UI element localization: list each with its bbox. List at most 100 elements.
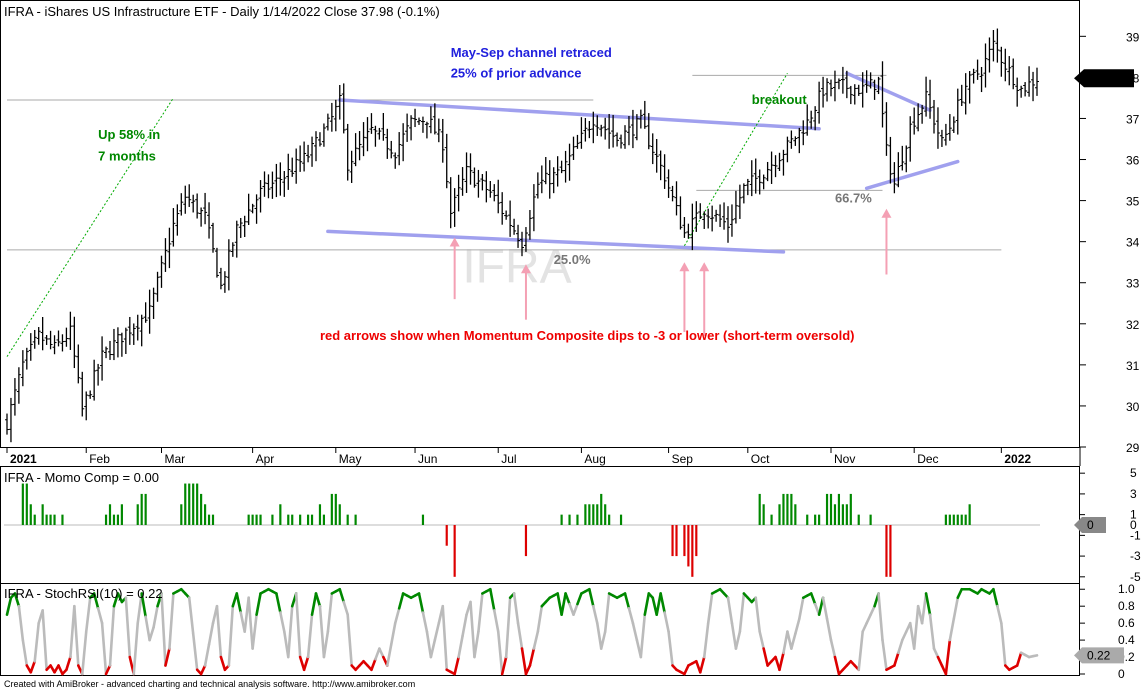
momo-bar [889, 525, 892, 577]
footer-credit: Created with AmiBroker - advanced charti… [4, 679, 415, 689]
stochrsi-line-segment [588, 587, 595, 608]
stochrsi-line-segment [108, 604, 116, 667]
projection-trendline [6, 97, 174, 357]
stochrsi-line-segment [207, 621, 215, 646]
stochrsi-panel-frame [0, 583, 1080, 676]
momo-bar [200, 493, 203, 525]
stochrsi-line-segment [794, 617, 801, 636]
stochrsi-line-segment [809, 592, 817, 606]
stochrsi-last-value-box [1074, 647, 1124, 664]
momo-bar [790, 493, 793, 525]
momo-bar [251, 514, 254, 525]
stochrsi-line-segment [599, 630, 607, 650]
momo-bar [21, 483, 24, 525]
annotation-text: red arrows show when Momentum Composite … [320, 328, 855, 343]
momo-bar [948, 514, 951, 525]
momo-bar [112, 514, 116, 525]
stochrsi-line-segment [734, 630, 742, 650]
stochrsi-line-segment [778, 651, 785, 672]
stochrsi-line-segment [144, 615, 151, 642]
momo-bar [207, 514, 211, 525]
month-tick-label: Mar [165, 452, 186, 466]
price-axis-tick-label: 29 [1126, 441, 1140, 455]
stochrsi-last-value-label: 0.22 [1087, 648, 1111, 662]
month-tick-label: Dec [917, 452, 938, 466]
momo-bar [695, 525, 698, 557]
momo-bar [306, 514, 310, 525]
stochrsi-line-segment [1000, 621, 1007, 667]
stochrsi-line-segment [528, 647, 536, 667]
stochrsi-line-segment [132, 621, 140, 676]
month-tick-label: Oct [751, 452, 770, 466]
stochrsi-line-segment [116, 592, 124, 604]
momo-bar [33, 514, 36, 525]
annotation-text: 7 months [98, 148, 156, 163]
momo-bar [857, 514, 860, 525]
momo-bar [786, 493, 789, 525]
stochrsi-line-segment [782, 630, 789, 655]
price-axis-tick-label: 35 [1126, 195, 1140, 209]
annotation-text: Up 58% in [98, 127, 160, 142]
stochrsi-line-segment [952, 596, 960, 621]
stochrsi-line-segment [96, 607, 104, 625]
stochrsi-line-segment [429, 638, 437, 659]
stochrsi-line-segment [936, 655, 944, 667]
stochrsi-line-segment [500, 655, 508, 676]
stochrsi-line-segment [235, 592, 243, 614]
momo-bar [354, 514, 357, 525]
momo-bar [25, 483, 28, 525]
momo-bar [29, 504, 32, 525]
price-axis-tick-label: 36 [1126, 154, 1140, 168]
momo-bar [61, 514, 64, 525]
close-value-box [1074, 69, 1134, 88]
stochrsi-line-segment [1015, 651, 1023, 667]
stochrsi-panel-title: IFRA - StochRSI(10) = 0.22 [4, 586, 163, 601]
stochrsi-line-segment [227, 604, 235, 667]
channel-trendline [326, 229, 786, 254]
stochrsi-line-segment [477, 592, 484, 633]
momo-bar [604, 504, 607, 525]
month-tick-label: Aug [584, 452, 605, 466]
momo-bar [560, 514, 563, 525]
momo-bar [184, 483, 187, 525]
stochrsi-line-segment [659, 592, 666, 614]
momo-bar [108, 504, 112, 525]
momo-bar [584, 504, 587, 525]
momo-bar [338, 504, 341, 525]
momo-bar [144, 493, 147, 525]
momo-axis-tick-label: -5 [1130, 570, 1141, 584]
stochrsi-line-segment [29, 659, 37, 674]
stochrsi-line-segment [421, 611, 429, 633]
stochrsi-line-segment [762, 647, 769, 667]
stochrsi-line-segment [738, 592, 746, 633]
stochrsi-line-segment [393, 607, 401, 625]
stochrsi-line-segment [386, 643, 393, 667]
stochrsi-line-segment [136, 592, 143, 625]
stochrsi-line-segment [65, 655, 72, 672]
momo-axis-tick-label: -3 [1130, 549, 1141, 563]
stochrsi-line-segment [516, 621, 524, 650]
stochrsi-line-segment [322, 630, 330, 659]
momo-bar [576, 514, 579, 525]
stochrsi-line-segment [453, 655, 460, 676]
stochrsi-line-segment [944, 638, 952, 676]
stochrsi-line-segment [199, 664, 207, 676]
stochrsi-line-segment [219, 655, 227, 672]
stochrsi-line-segment [928, 613, 936, 650]
price-axis-tick-label: 30 [1126, 400, 1140, 414]
stochrsi-line-segment [1031, 654, 1039, 658]
stochrsi-line-segment [932, 647, 940, 659]
stochrsi-line-segment [457, 634, 464, 659]
stochrsi-line-segment [104, 664, 112, 676]
momo-bar [675, 525, 678, 557]
stochrsi-line-segment [865, 613, 872, 625]
stochrsi-line-segment [389, 621, 397, 646]
stochrsi-line-segment [342, 600, 349, 616]
price-axis-tick-label: 33 [1126, 277, 1140, 291]
momo-bar [287, 514, 290, 525]
stochrsi-line-segment [302, 655, 310, 672]
momo-axis-tick-label: -1 [1130, 528, 1141, 542]
momo-bar [608, 514, 611, 525]
